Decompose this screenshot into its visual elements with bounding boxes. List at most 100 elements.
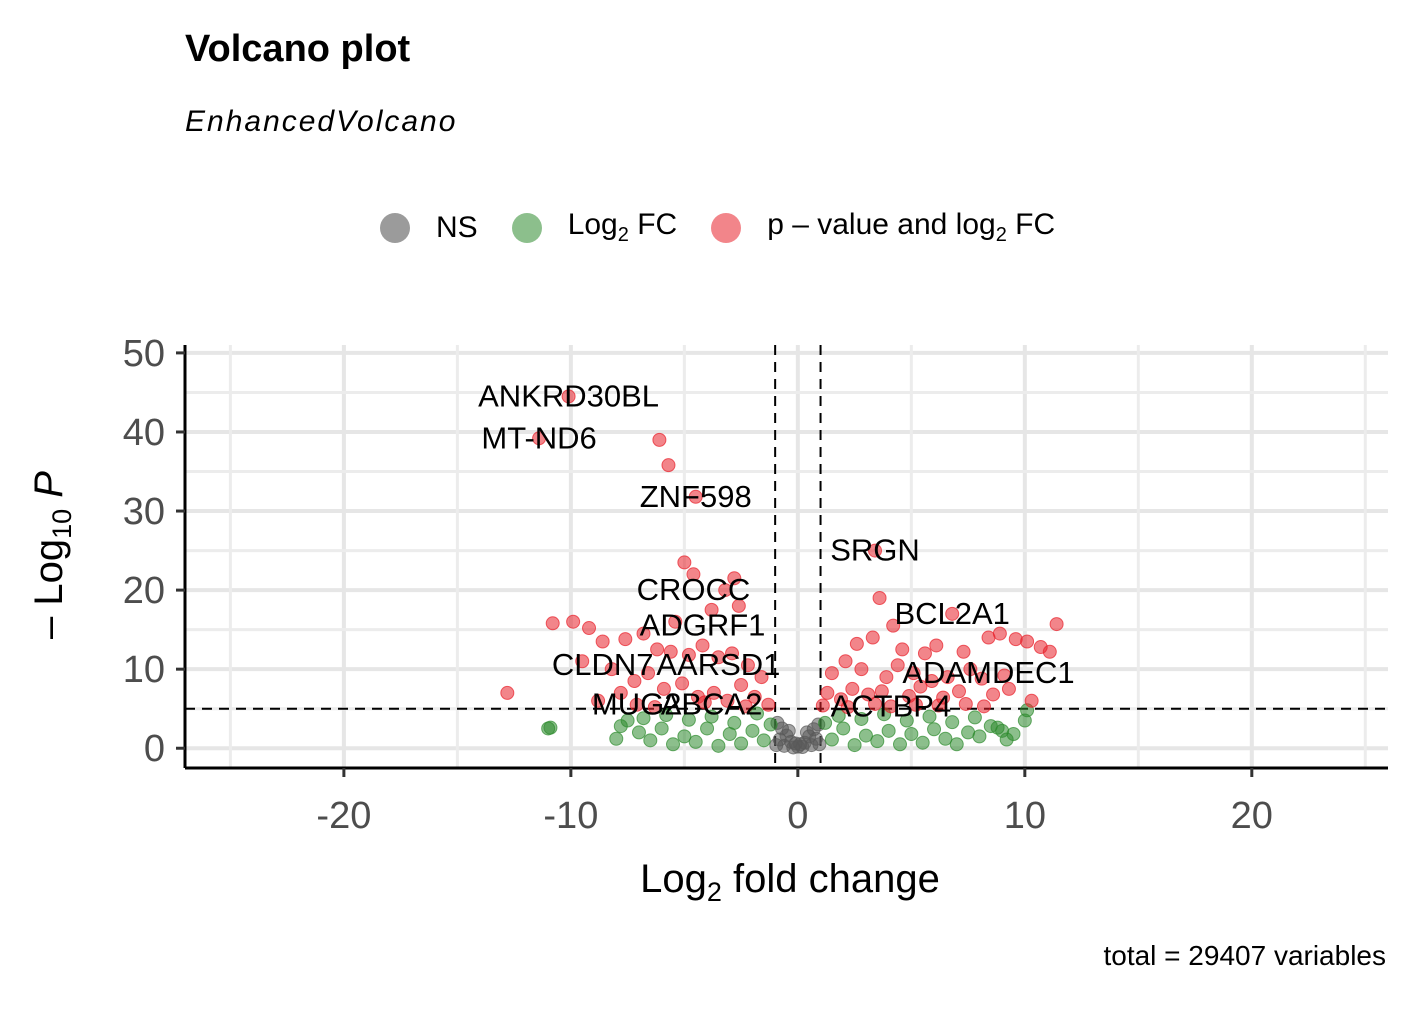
series-2: [500, 389, 1064, 715]
data-point: [731, 598, 746, 613]
data-point: [879, 670, 894, 685]
data-point: [922, 709, 937, 724]
data-point: [840, 700, 855, 715]
data-point: [815, 698, 830, 713]
legend-label-log2fc: Log2 FC: [567, 208, 678, 246]
data-point: [949, 737, 964, 752]
data-point: [799, 725, 814, 740]
legend-item-log2fc: Log2 FC: [511, 208, 678, 247]
data-point: [976, 699, 991, 714]
data-point: [650, 642, 665, 657]
data-point: [1049, 617, 1064, 632]
data-point: [913, 679, 928, 694]
data-point: [636, 711, 651, 726]
gene-label: CROCC: [637, 572, 751, 607]
data-point: [618, 632, 633, 647]
legend-swatch-p-and-fc: [711, 212, 742, 243]
data-point: [740, 658, 755, 673]
chart-subtitle: EnhancedVolcano: [185, 105, 458, 138]
data-point: [858, 728, 873, 743]
data-point: [890, 658, 905, 673]
gene-label: ABCA2: [661, 687, 763, 722]
data-point: [861, 687, 876, 702]
gene-label: BCL2A1: [894, 596, 1009, 631]
gene-label: AARSD1: [656, 647, 780, 682]
data-point: [718, 583, 733, 598]
data-point: [818, 715, 833, 730]
y-tick-label: 40: [123, 412, 165, 454]
data-point: [695, 638, 710, 653]
data-point: [545, 616, 560, 631]
data-point: [870, 734, 885, 749]
data-point: [881, 723, 896, 738]
data-point: [883, 699, 898, 714]
data-point: [1042, 644, 1057, 659]
y-tick-label: 20: [123, 570, 165, 612]
data-point: [872, 591, 887, 606]
x-tick-label: -10: [543, 795, 598, 837]
data-point: [641, 666, 656, 681]
y-tick-label: 50: [123, 333, 165, 375]
data-point: [824, 666, 839, 681]
legend-swatch-ns: [380, 212, 410, 243]
data-point: [738, 699, 753, 714]
data-point: [899, 713, 914, 728]
gene-label: CLDN7: [552, 647, 654, 682]
gene-label: ADGRF1: [640, 608, 766, 643]
data-point: [945, 606, 960, 621]
data-point: [940, 670, 955, 685]
gene-label: ANKRD30BL: [478, 378, 659, 413]
data-point: [906, 666, 921, 681]
data-point: [704, 709, 719, 724]
chart-caption: total = 29407 variables: [1103, 940, 1386, 971]
data-point: [769, 738, 784, 753]
data-point: [661, 458, 676, 473]
data-point: [656, 681, 671, 696]
data-point: [749, 706, 764, 721]
data-point: [908, 697, 923, 712]
legend-label-ns: NS: [436, 210, 478, 244]
data-point: [967, 710, 982, 725]
data-point: [929, 638, 944, 653]
data-point: [812, 737, 827, 752]
data-point: [963, 662, 978, 677]
data-point: [747, 689, 762, 704]
data-point: [582, 621, 597, 636]
legend: NS Log2 FC p – value and log2 FC: [380, 205, 1089, 250]
data-point: [500, 685, 515, 700]
data-point: [865, 630, 880, 645]
data-point: [824, 732, 839, 747]
data-point: [924, 674, 939, 689]
y-tick-label: 30: [123, 491, 165, 533]
data-point: [763, 717, 778, 732]
data-point: [595, 634, 610, 649]
data-point: [847, 738, 862, 753]
data-point: [688, 489, 703, 504]
data-point: [700, 721, 715, 736]
data-point: [886, 618, 901, 633]
data-point: [681, 712, 696, 727]
data-point: [720, 693, 735, 708]
data-point: [895, 642, 910, 657]
data-point: [1001, 681, 1016, 696]
data-point: [854, 662, 869, 677]
data-point: [706, 685, 721, 700]
data-point: [711, 650, 726, 665]
gene-label: MUG2: [592, 687, 682, 722]
legend-swatch-log2fc: [511, 212, 542, 243]
data-point: [575, 654, 590, 669]
data-point: [781, 723, 796, 738]
x-tick-label: -20: [316, 795, 371, 837]
data-point: [958, 696, 973, 711]
data-point: [1008, 632, 1023, 647]
data-point: [727, 571, 742, 586]
data-point: [854, 711, 869, 726]
data-point: [952, 684, 967, 699]
data-point: [668, 614, 683, 629]
data-point: [904, 727, 919, 742]
x-axis-title: Log2 fold change: [640, 857, 940, 907]
data-point: [609, 731, 624, 746]
data-point: [820, 685, 835, 700]
